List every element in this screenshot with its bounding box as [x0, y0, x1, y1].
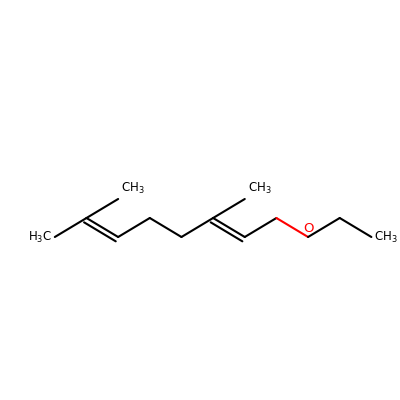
Text: $\mathregular{CH_3}$: $\mathregular{CH_3}$	[121, 181, 145, 196]
Text: O: O	[303, 222, 313, 235]
Text: $\mathregular{H_3C}$: $\mathregular{H_3C}$	[28, 230, 52, 244]
Text: $\mathregular{CH_3}$: $\mathregular{CH_3}$	[248, 181, 271, 196]
Text: $\mathregular{CH_3}$: $\mathregular{CH_3}$	[374, 230, 398, 244]
